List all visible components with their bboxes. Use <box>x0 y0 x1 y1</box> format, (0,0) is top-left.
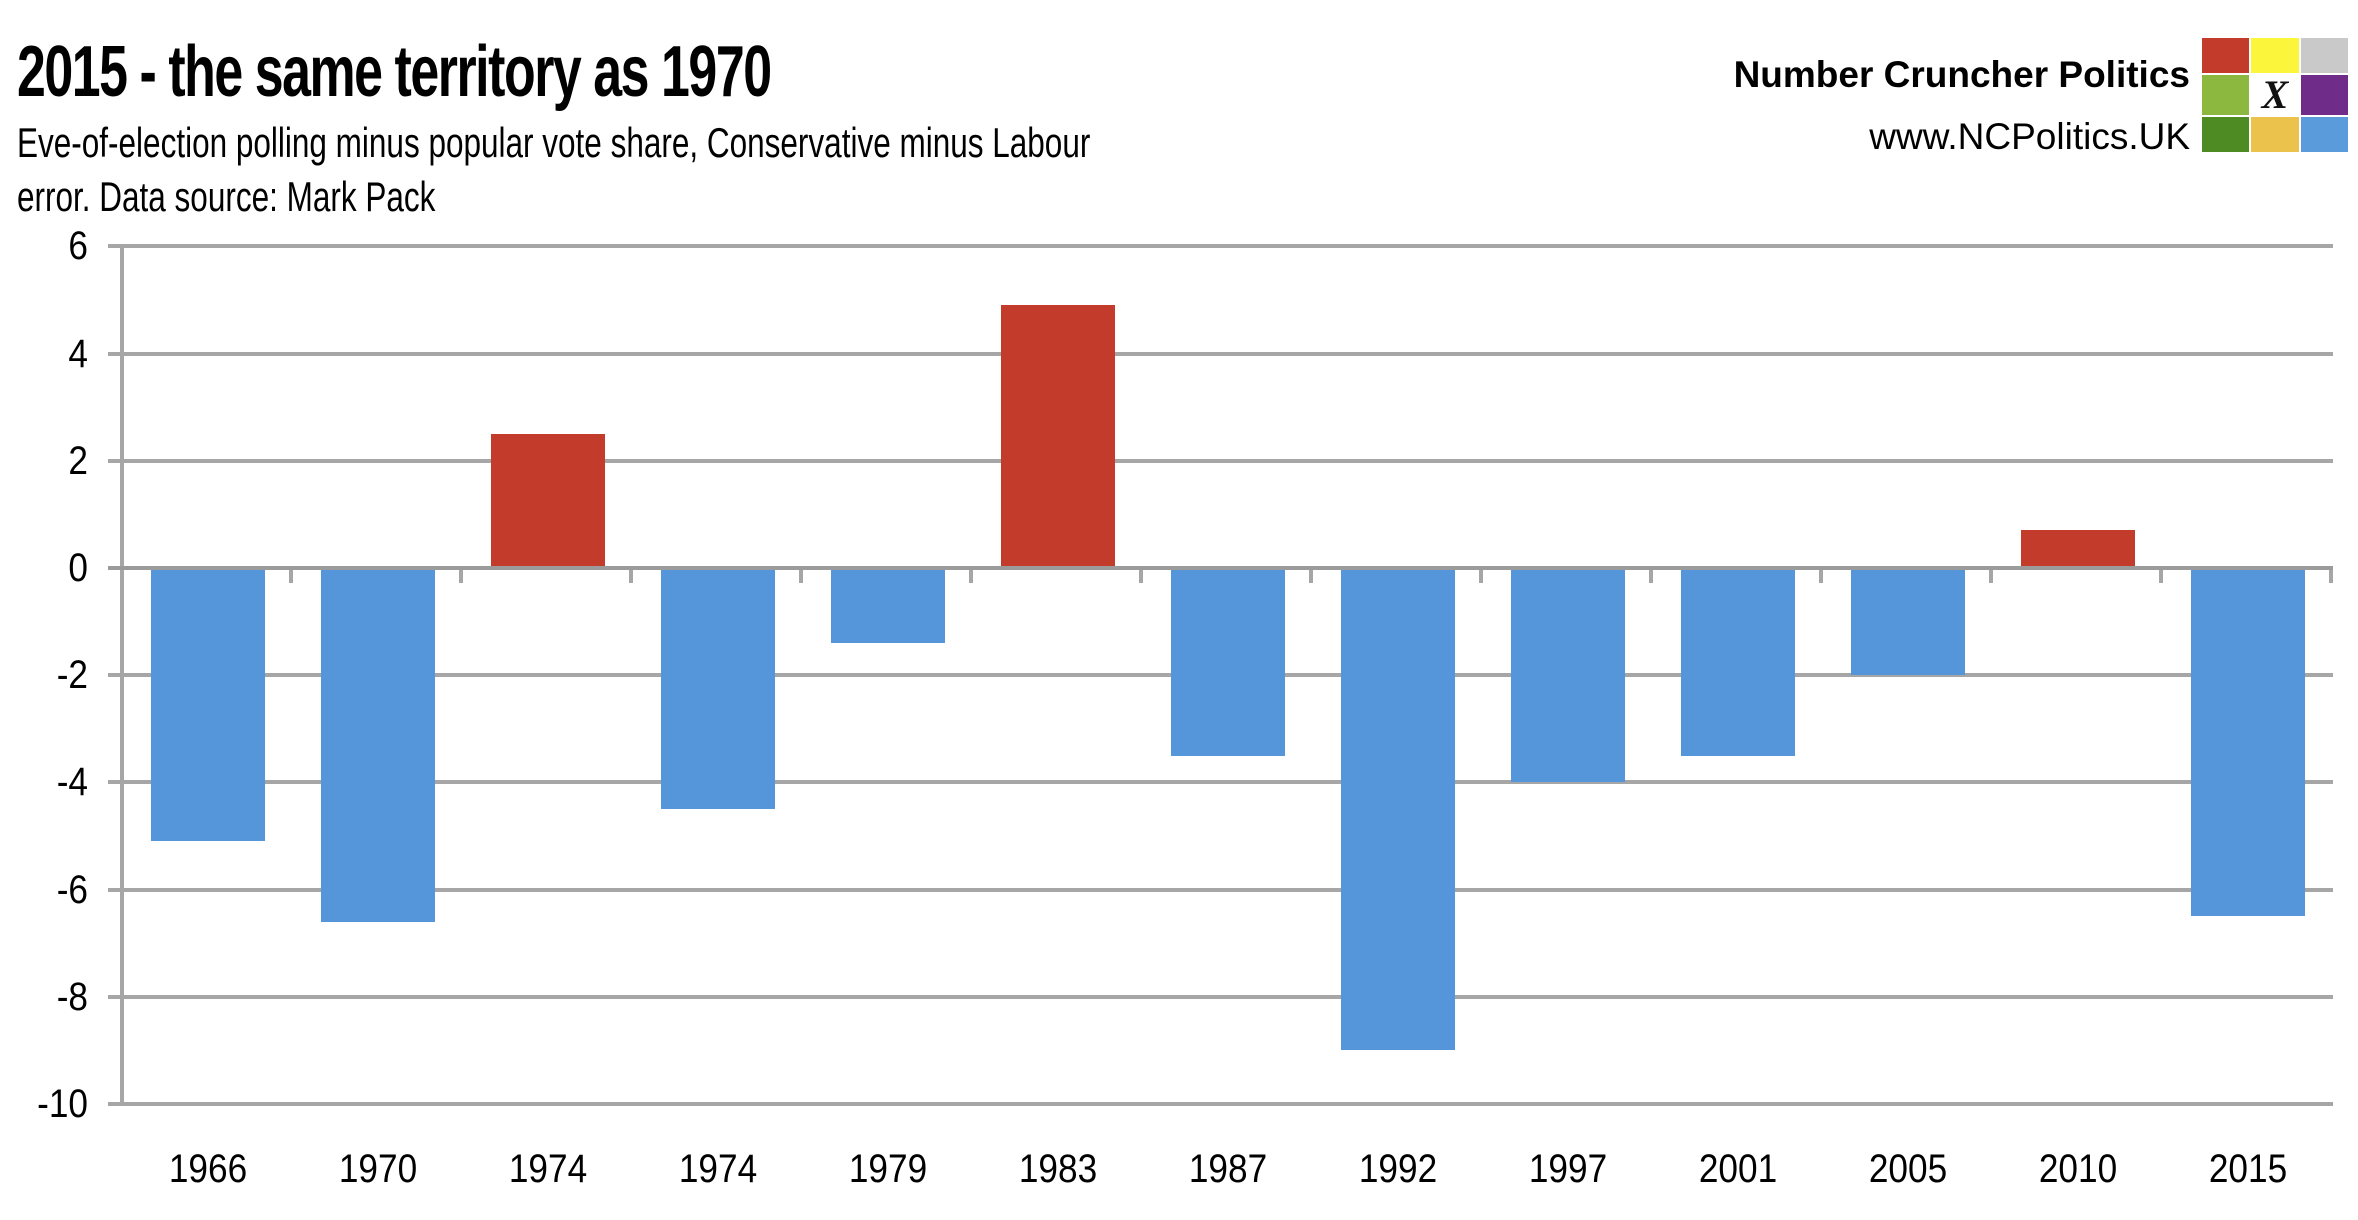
gridline-2 <box>108 459 2333 463</box>
y-axis-label--6: -6 <box>56 868 88 912</box>
x-axis-label-10-2005: 2005 <box>1868 1147 1948 1191</box>
bar-8-1997 <box>1511 570 1625 782</box>
logo-cell-1 <box>2251 38 2299 73</box>
y-axis-label-2: 2 <box>68 439 88 483</box>
logo-cell-0 <box>2202 38 2250 73</box>
x-axis-label-11-2010: 2010 <box>2038 1147 2118 1191</box>
ncp-logo: X <box>2202 38 2348 152</box>
y-axis-line <box>120 244 124 1106</box>
logo-cell-4: X <box>2251 72 2299 117</box>
x-axis-label-3-1974: 1974 <box>678 1147 758 1191</box>
gridline--6 <box>108 888 2333 892</box>
logo-ballot-x-mark: X <box>2261 72 2289 117</box>
bar-9-2001 <box>1681 570 1795 756</box>
x-tick-12 <box>2159 570 2163 583</box>
bar-5-1983 <box>1001 305 1115 566</box>
x-axis-label-4-1979: 1979 <box>848 1147 928 1191</box>
y-axis-label--4: -4 <box>56 760 88 804</box>
x-axis-label-0-1966: 1966 <box>168 1147 248 1191</box>
x-axis-label-12-2015: 2015 <box>2208 1147 2288 1191</box>
bar-10-2005 <box>1851 570 1965 675</box>
x-tick-3 <box>629 570 633 583</box>
logo-cell-7 <box>2251 117 2299 152</box>
branding-url: www.NCPolitics.UK <box>1869 116 2190 157</box>
x-tick-9 <box>1649 570 1653 583</box>
x-tick-5 <box>969 570 973 583</box>
y-axis-label-0: 0 <box>68 546 88 590</box>
page-title: 2015 - the same territory as 1970 <box>17 32 772 112</box>
x-tick-11 <box>1989 570 1993 583</box>
branding-block: Number Cruncher Politics www.NCPolitics.… <box>1734 44 2190 168</box>
x-axis-label-9-2001: 2001 <box>1698 1147 1778 1191</box>
x-axis-label-2-1974: 1974 <box>508 1147 588 1191</box>
chart-subtitle-line2: error. Data source: Mark Pack <box>17 173 436 220</box>
gridline-6 <box>108 244 2333 248</box>
y-axis-label--8: -8 <box>56 975 88 1019</box>
x-tick-6 <box>1139 570 1143 583</box>
x-tick-2 <box>459 570 463 583</box>
gridline--4 <box>108 780 2333 784</box>
bar-4-1979 <box>831 570 945 643</box>
y-axis-label-4: 4 <box>68 332 88 376</box>
x-axis-label-8-1997: 1997 <box>1528 1147 1608 1191</box>
chart-subtitle: Eve-of-election polling minus popular vo… <box>17 116 1090 224</box>
logo-cell-6 <box>2202 117 2250 152</box>
bar-0-1966 <box>151 570 265 841</box>
bar-11-2010 <box>2021 530 2135 566</box>
branding-name: Number Cruncher Politics <box>1733 54 2190 95</box>
y-axis-label--2: -2 <box>56 653 88 697</box>
gridline--8 <box>108 995 2333 999</box>
bar-2-1974 <box>491 434 605 566</box>
logo-cell-3 <box>2202 75 2250 115</box>
logo-cell-5 <box>2300 75 2348 115</box>
x-axis-label-5-1983: 1983 <box>1018 1147 1098 1191</box>
logo-cell-8 <box>2300 117 2348 152</box>
x-axis-label-1-1970: 1970 <box>338 1147 418 1191</box>
x-tick-10 <box>1819 570 1823 583</box>
zero-line <box>108 566 2333 570</box>
x-tick-13 <box>2329 570 2333 583</box>
chart-subtitle-line1: Eve-of-election polling minus popular vo… <box>17 119 1091 166</box>
bar-6-1987 <box>1171 570 1285 756</box>
y-axis-label-6: 6 <box>68 224 88 268</box>
y-axis-label--10: -10 <box>37 1082 88 1126</box>
bar-1-1970 <box>321 570 435 922</box>
x-tick-4 <box>799 570 803 583</box>
bar-3-1974 <box>661 570 775 809</box>
logo-cell-2 <box>2300 38 2348 73</box>
x-tick-1 <box>289 570 293 583</box>
gridline-4 <box>108 352 2333 356</box>
x-axis-label-7-1992: 1992 <box>1358 1147 1438 1191</box>
x-tick-7 <box>1309 570 1313 583</box>
x-axis-label-6-1987: 1987 <box>1188 1147 1268 1191</box>
bar-7-1992 <box>1341 570 1455 1050</box>
gridline--10 <box>108 1102 2333 1106</box>
x-tick-8 <box>1479 570 1483 583</box>
bar-12-2015 <box>2191 570 2305 916</box>
